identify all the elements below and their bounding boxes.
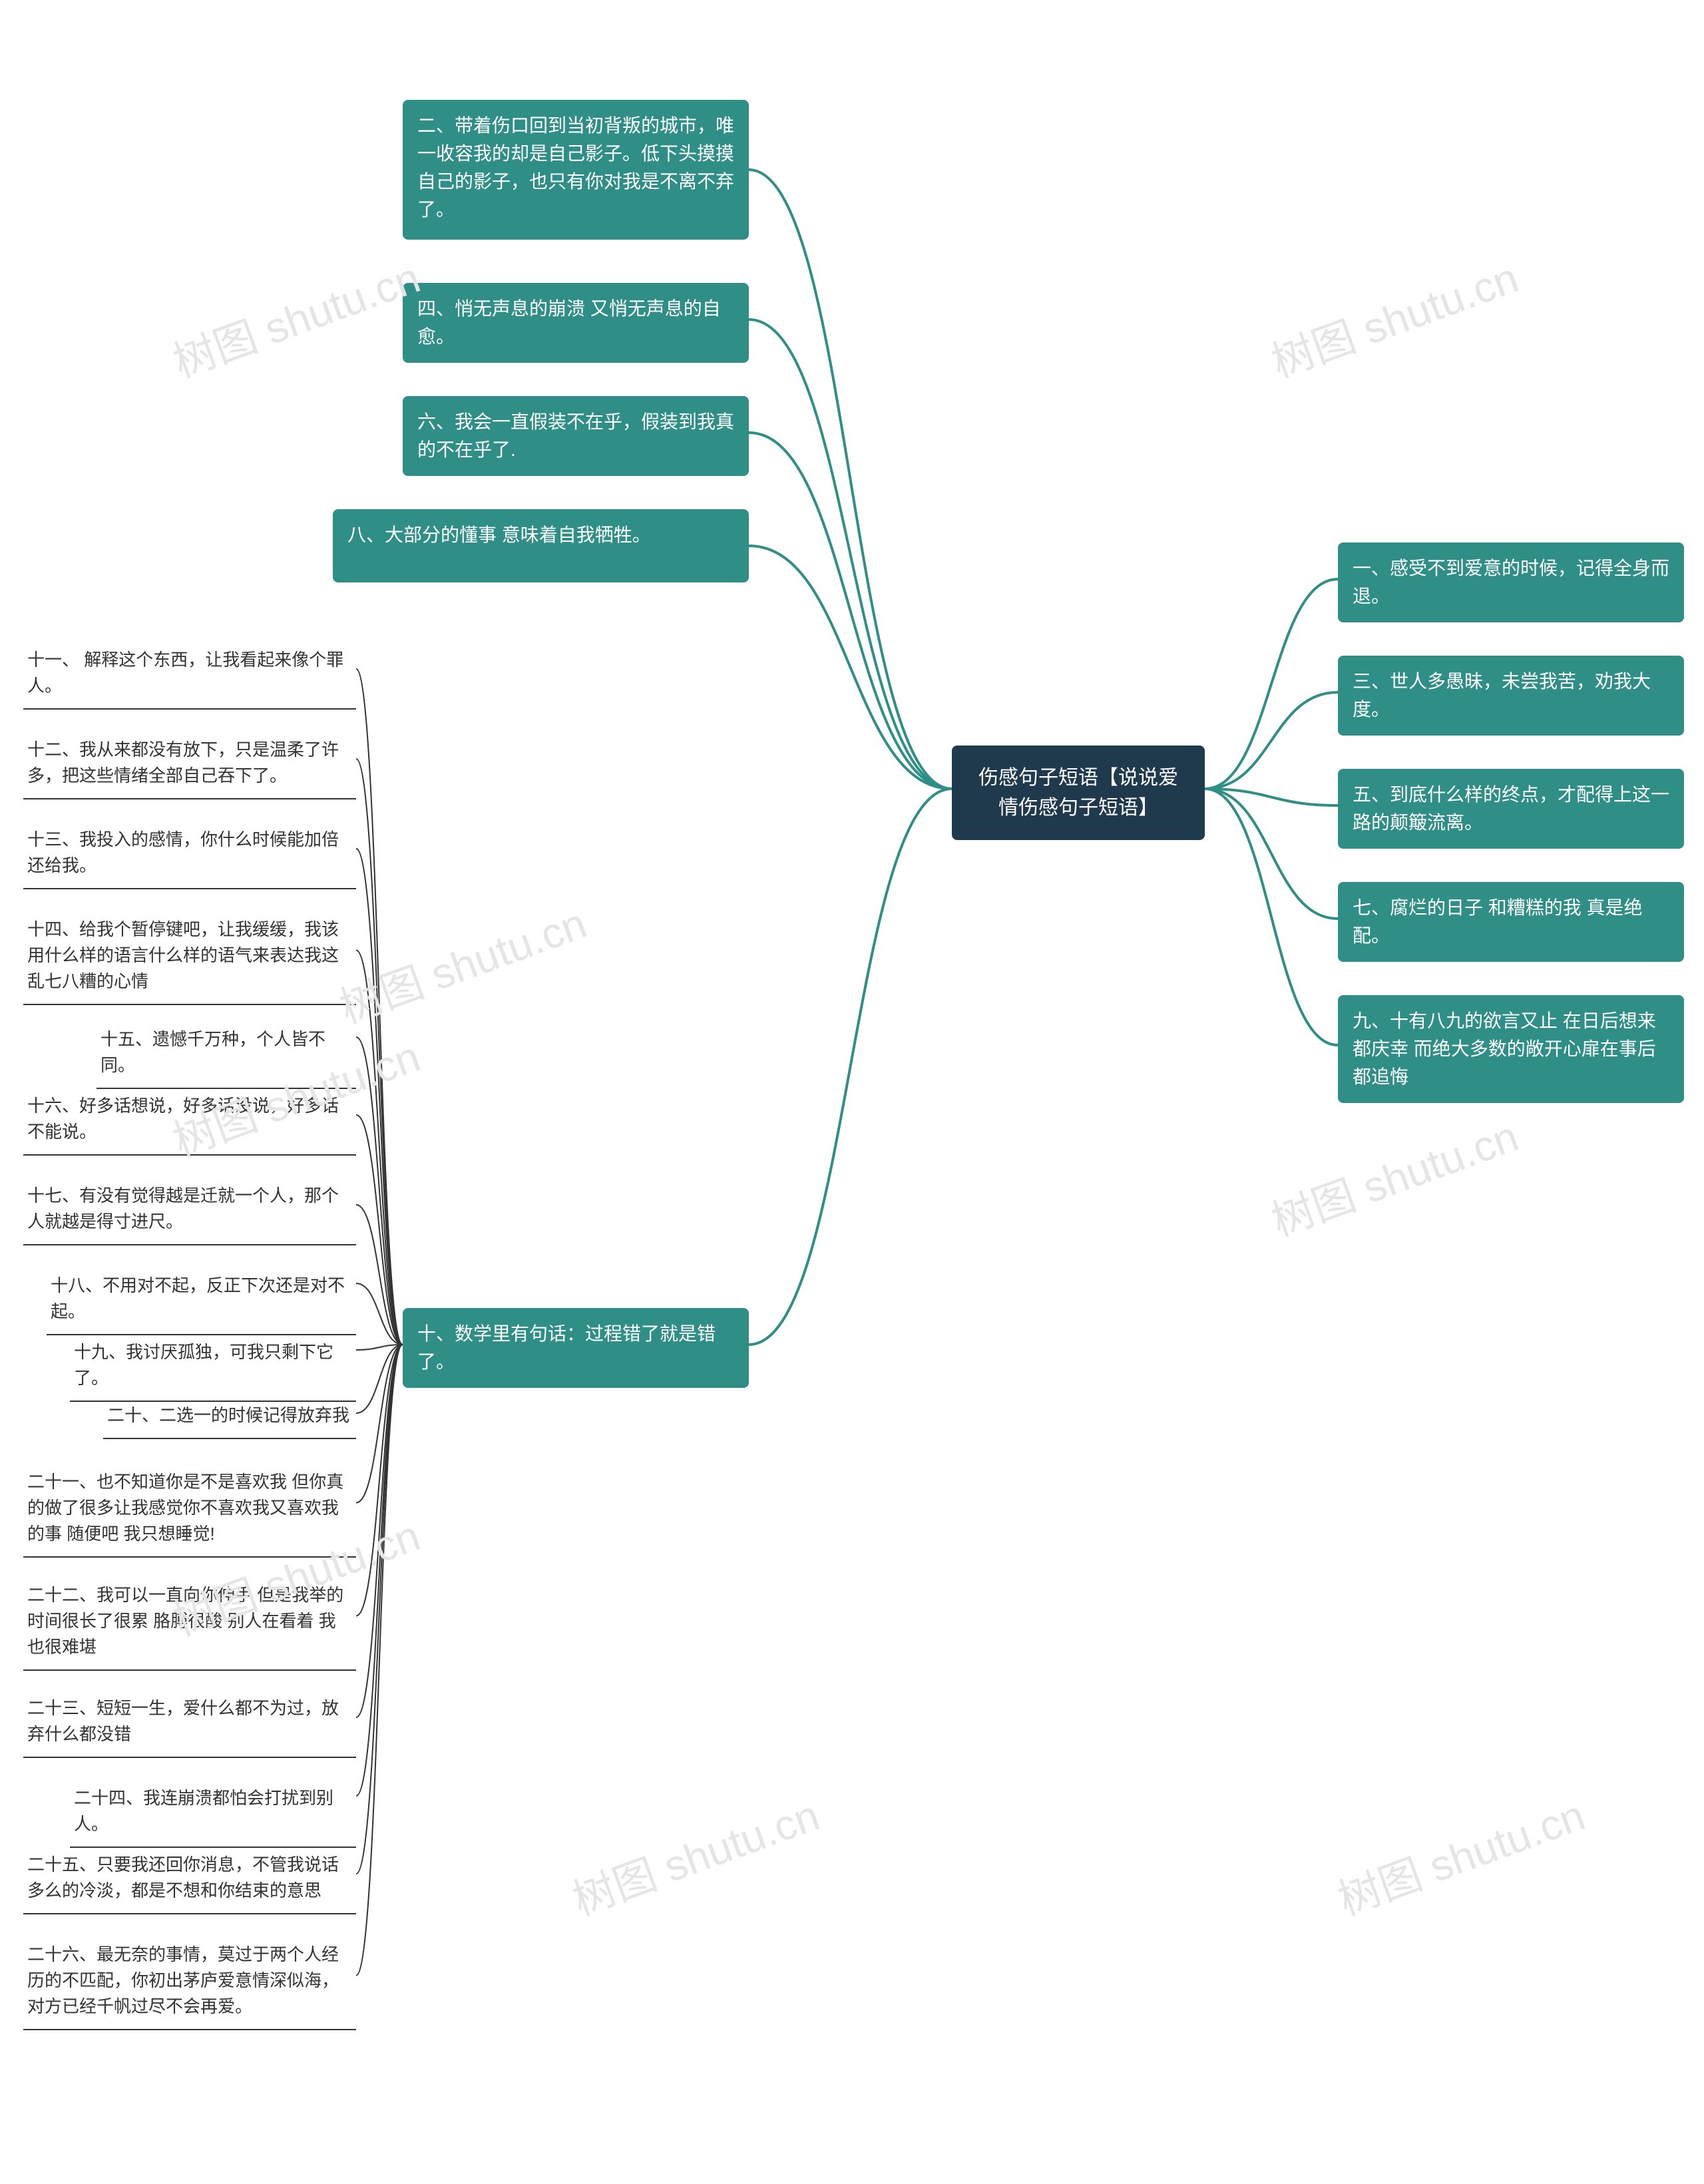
leaf-node: 十二、我从来都没有放下，只是温柔了许多，把这些情绪全部自己吞下了。: [23, 729, 356, 799]
leaf-node: 十四、给我个暂停键吧，让我缓缓，我该用什么样的语言什么样的语气来表达我这乱七八糟…: [23, 909, 356, 1005]
leaf-node: 二十、二选一的时候记得放弃我: [103, 1395, 356, 1439]
leaf-node: 二十四、我连崩溃都怕会打扰到别人。: [70, 1777, 356, 1848]
leaf-node: 十六、好多话想说，好多话没说，好多话不能说。: [23, 1085, 356, 1156]
leaf-node: 十九、我讨厌孤独，可我只剩下它了。: [70, 1331, 356, 1402]
branch-node-left: 二、带着伤口回到当初背叛的城市，唯一收容我的却是自己影子。低下头摸摸自己的影子，…: [403, 100, 749, 240]
branch-node-right: 五、到底什么样的终点，才配得上这一路的颠簸流离。: [1338, 769, 1684, 849]
branch-node-right: 一、感受不到爱意的时候，记得全身而退。: [1338, 543, 1684, 622]
leaf-node: 十一、 解释这个东西，让我看起来像个罪人。: [23, 639, 356, 710]
leaf-node: 十五、遗憾千万种，个人皆不同。: [97, 1018, 356, 1089]
leaf-node: 二十三、短短一生，爱什么都不为过，放弃什么都没错: [23, 1687, 356, 1758]
branch-node-left: 十、数学里有句话：过程错了就是错了。: [403, 1308, 749, 1388]
leaf-node: 二十二、我可以一直向你伸手 但是我举的时间很长了很累 胳膊很酸 别人在看着 我也…: [23, 1574, 356, 1671]
branch-node-left: 八、大部分的懂事 意味着自我牺牲。: [333, 509, 749, 582]
leaf-node: 二十五、只要我还回你消息，不管我说话多么的冷淡，都是不想和你结束的意思: [23, 1844, 356, 1914]
branch-node-right: 三、世人多愚昧，未尝我苦，劝我大度。: [1338, 656, 1684, 736]
leaf-node: 十七、有没有觉得越是迁就一个人，那个人就越是得寸进尺。: [23, 1175, 356, 1245]
leaf-node: 十三、我投入的感情，你什么时候能加倍还给我。: [23, 819, 356, 889]
leaf-node: 二十一、也不知道你是不是喜欢我 但你真的做了很多让我感觉你不喜欢我又喜欢我的事 …: [23, 1461, 356, 1558]
branch-node-right: 七、腐烂的日子 和糟糕的我 真是绝配。: [1338, 882, 1684, 962]
branch-node-right: 九、十有八九的欲言又止 在日后想来都庆幸 而绝大多数的敞开心扉在事后都追悔: [1338, 995, 1684, 1103]
leaf-node: 十八、不用对不起，反正下次还是对不起。: [47, 1265, 356, 1335]
branch-node-left: 六、我会一直假装不在乎，假装到我真的不在乎了.: [403, 396, 749, 476]
center-node: 伤感句子短语【说说爱情伤感句子短语】: [952, 746, 1205, 840]
leaf-node: 二十六、最无奈的事情，莫过于两个人经历的不匹配，你初出茅庐爱意情深似海，对方已经…: [23, 1934, 356, 2030]
branch-node-left: 四、悄无声息的崩溃 又悄无声息的自愈。: [403, 283, 749, 363]
